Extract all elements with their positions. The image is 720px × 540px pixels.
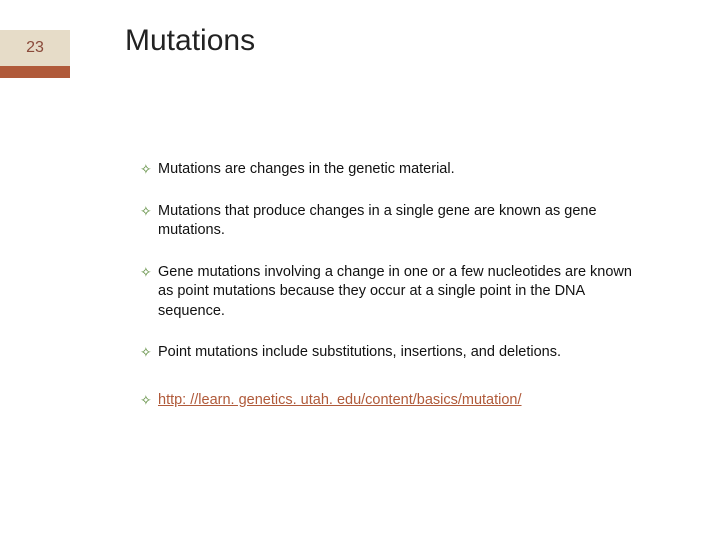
page-number-badge: 23 (0, 30, 70, 66)
accent-strip (0, 66, 70, 78)
bullet-list: ✧Mutations are changes in the genetic ma… (140, 160, 640, 433)
bullet-link[interactable]: http: //learn. genetics. utah. edu/conte… (158, 391, 640, 411)
list-item: ✧Mutations that produce changes in a sin… (140, 202, 640, 241)
bullet-text: Point mutations include substitutions, i… (158, 343, 640, 363)
list-item: ✧http: //learn. genetics. utah. edu/cont… (140, 391, 640, 411)
bullet-marker-icon: ✧ (140, 391, 158, 409)
bullet-marker-icon: ✧ (140, 202, 158, 220)
list-item: ✧Gene mutations involving a change in on… (140, 263, 640, 322)
bullet-marker-icon: ✧ (140, 343, 158, 361)
list-item: ✧Mutations are changes in the genetic ma… (140, 160, 640, 180)
bullet-text: Mutations that produce changes in a sing… (158, 202, 640, 241)
slide-title: Mutations (125, 24, 255, 58)
slide: 23 Mutations ✧Mutations are changes in t… (0, 0, 720, 540)
bullet-marker-icon: ✧ (140, 263, 158, 281)
bullet-text: Mutations are changes in the genetic mat… (158, 160, 640, 180)
bullet-marker-icon: ✧ (140, 160, 158, 178)
bullet-text: Gene mutations involving a change in one… (158, 263, 640, 322)
list-item: ✧Point mutations include substitutions, … (140, 343, 640, 363)
